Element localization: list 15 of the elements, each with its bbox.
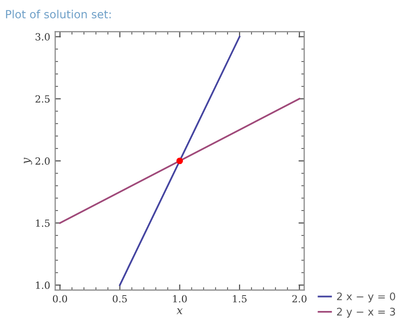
legend-label: 2 y − x = 3 bbox=[337, 308, 396, 318]
y-tick-label: 2.0 bbox=[36, 157, 50, 165]
y-tick-label: 1.5 bbox=[36, 219, 50, 227]
y-tick-label: 2.5 bbox=[36, 95, 50, 103]
chart-title: Plot of solution set: bbox=[6, 10, 111, 18]
x-tick-label: 0.0 bbox=[52, 295, 68, 302]
x-tick-label: 2.0 bbox=[292, 295, 306, 302]
y-axis-title: y bbox=[24, 158, 32, 164]
x-tick-label: 1.5 bbox=[233, 295, 247, 302]
y-tick-label: 3.0 bbox=[36, 33, 50, 41]
y-tick-label: 1.0 bbox=[36, 282, 50, 289]
x-tick-label: 1.0 bbox=[173, 295, 187, 302]
x-axis-title: x bbox=[176, 308, 183, 314]
x-tick-label: 0.5 bbox=[112, 295, 127, 302]
legend-label: 2 x − y = 0 bbox=[337, 292, 396, 302]
